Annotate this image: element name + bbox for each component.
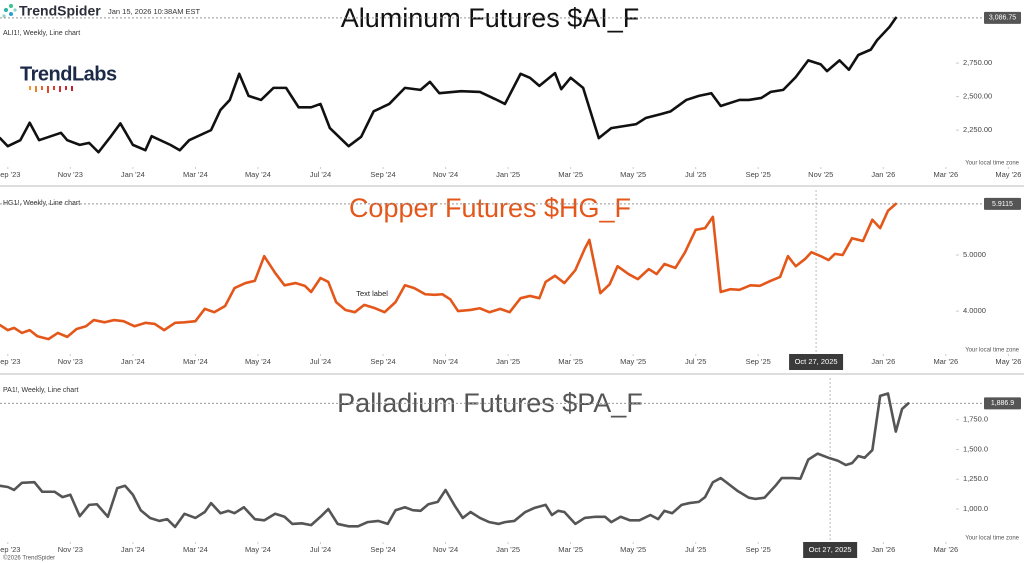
x-tick-label: Sep '24 xyxy=(370,170,395,179)
price-line xyxy=(0,202,898,341)
timezone-label: Your local time zone xyxy=(965,348,1019,354)
x-tick-label: Sep '24 xyxy=(370,545,395,554)
x-tick-label: Sep '25 xyxy=(746,170,771,179)
y-tick-label: 1,250.0 xyxy=(963,474,988,483)
crosshair-box xyxy=(789,354,844,370)
last-value-label: 5.9115 xyxy=(992,201,1013,208)
x-tick-label: Mar '25 xyxy=(558,357,583,366)
timezone-label: Your local time zone xyxy=(965,161,1019,167)
x-tick-label: Nov '24 xyxy=(433,545,458,554)
x-tick-label: Nov '23 xyxy=(58,357,83,366)
last-value-label: 3,086.75 xyxy=(989,15,1016,22)
x-tick-label: Mar '26 xyxy=(933,545,958,554)
timestamp: Jan 15, 2026 10:38AM EST xyxy=(108,7,201,16)
x-tick-label: Nov '23 xyxy=(58,170,83,179)
x-tick-label: Jul '25 xyxy=(685,545,706,554)
x-tick-label: Jul '24 xyxy=(310,357,331,366)
brand-name: TrendSpider xyxy=(19,3,101,19)
x-tick-label: Sep '25 xyxy=(746,357,771,366)
x-tick-label: May '25 xyxy=(620,545,646,554)
last-value-box xyxy=(984,197,1021,210)
price-line xyxy=(0,392,910,529)
x-tick-label: Mar '25 xyxy=(558,170,583,179)
x-tick-label: Sep '23 xyxy=(0,545,20,554)
x-tick-label: Nov '24 xyxy=(433,357,458,366)
x-tick-label: May '25 xyxy=(620,357,646,366)
x-tick-label: Mar '24 xyxy=(183,357,208,366)
last-value-box xyxy=(984,397,1021,410)
x-tick-label: Jan '26 xyxy=(871,170,895,179)
y-tick-label: 2,500.00 xyxy=(963,92,992,101)
x-tick-label: Mar '24 xyxy=(183,170,208,179)
x-tick-label: Sep '25 xyxy=(746,545,771,554)
y-tick-label: 4.0000 xyxy=(963,306,986,315)
x-tick-label: Jan '25 xyxy=(496,545,520,554)
copyright: ©2026 TrendSpider xyxy=(3,555,55,562)
x-tick-label: Sep '24 xyxy=(370,357,395,366)
last-value-label: 1,886.9 xyxy=(991,400,1014,407)
x-tick-label: Sep '23 xyxy=(0,170,20,179)
x-tick-label: Sep '23 xyxy=(0,357,20,366)
crosshair-label: Oct 27, 2025 xyxy=(809,545,852,554)
x-tick-label: May '26 xyxy=(995,170,1021,179)
x-tick-label: Jan '24 xyxy=(121,545,145,554)
x-tick-label: Jul '24 xyxy=(310,170,331,179)
y-tick-label: 2,750.00 xyxy=(963,58,992,67)
last-value-box xyxy=(984,11,1021,24)
x-tick-label: Jul '24 xyxy=(310,545,331,554)
x-tick-label: Nov '25 xyxy=(808,170,833,179)
x-tick-label: May '25 xyxy=(620,170,646,179)
x-tick-label: May '24 xyxy=(245,170,271,179)
x-tick-label: Jan '25 xyxy=(496,170,520,179)
crosshair-box xyxy=(803,542,858,558)
chart-subtitle: ALI1!, Weekly, Line chart xyxy=(3,30,80,37)
x-tick-label: Jan '24 xyxy=(121,357,145,366)
x-tick-label: Jul '25 xyxy=(685,357,706,366)
chart-subtitle: PA1!, Weekly, Line chart xyxy=(3,387,79,394)
x-tick-label: Nov '24 xyxy=(433,170,458,179)
annotation: Text label xyxy=(356,289,388,298)
y-tick-label: 1,000.0 xyxy=(963,504,988,513)
price-line xyxy=(0,16,898,154)
y-tick-label: 2,250.00 xyxy=(963,125,992,134)
x-tick-label: Jan '26 xyxy=(871,357,895,366)
x-tick-label: Jan '25 xyxy=(496,357,520,366)
x-tick-label: Jul '25 xyxy=(685,170,706,179)
logo: TrendLabs xyxy=(20,63,117,85)
x-tick-label: Mar '25 xyxy=(558,545,583,554)
x-tick-label: Nov '23 xyxy=(58,545,83,554)
x-tick-label: Jan '26 xyxy=(871,545,895,554)
x-tick-label: Mar '26 xyxy=(933,357,958,366)
x-tick-label: Jan '24 xyxy=(121,170,145,179)
x-tick-label: May '24 xyxy=(245,545,271,554)
chart-subtitle: HG1!, Weekly, Line chart xyxy=(3,200,80,207)
brand-icon xyxy=(2,4,17,18)
x-tick-label: Mar '24 xyxy=(183,545,208,554)
x-tick-label: May '26 xyxy=(995,357,1021,366)
x-tick-label: May '24 xyxy=(245,357,271,366)
x-tick-label: Mar '26 xyxy=(933,170,958,179)
crosshair-label: Oct 27, 2025 xyxy=(795,357,838,366)
y-tick-label: 5.0000 xyxy=(963,250,986,259)
y-tick-label: 1,750.0 xyxy=(963,415,988,424)
chart-title: Copper Futures $HG_F xyxy=(349,193,631,223)
logo-bars xyxy=(29,86,73,93)
timezone-label: Your local time zone xyxy=(965,536,1019,542)
y-tick-label: 1,500.0 xyxy=(963,444,988,453)
